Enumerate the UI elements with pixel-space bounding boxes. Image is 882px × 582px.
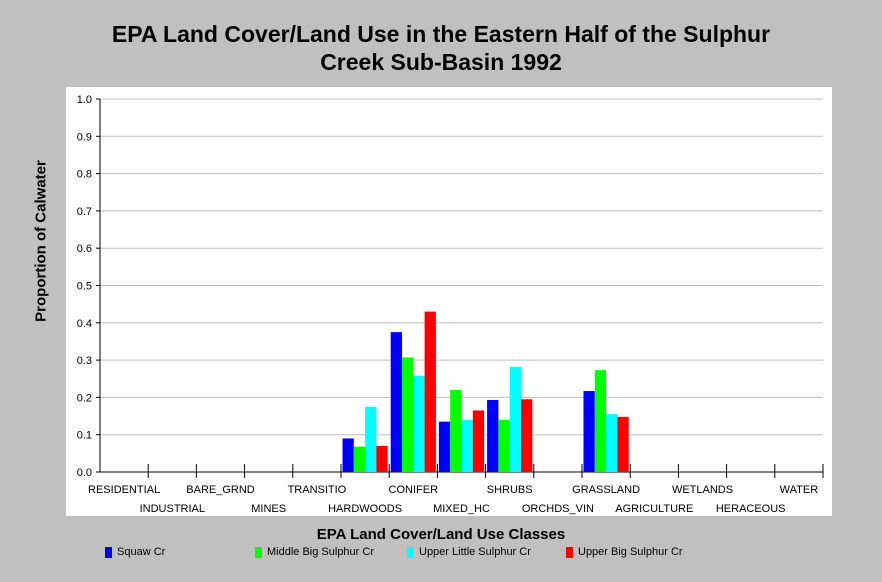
y-tick-label: 0.5	[77, 281, 92, 293]
x-tick-label: RESIDENTIAL	[88, 484, 160, 496]
chart-title-line-1: EPA Land Cover/Land Use in the Eastern H…	[111, 21, 771, 47]
bar	[509, 366, 521, 472]
y-tick-label: 0.2	[77, 392, 92, 404]
x-tick-label: GRASSLAND	[572, 484, 640, 496]
bar	[402, 357, 414, 472]
x-tick-label: MIXED_HC	[433, 503, 490, 515]
x-tick-label: AGRICULTURE	[615, 503, 693, 515]
chart-title: EPA Land Cover/Land Use in the Eastern H…	[0, 20, 882, 76]
bar	[353, 446, 366, 472]
legend-swatch	[566, 546, 573, 558]
x-tick-label: ORCHDS_VIN	[522, 503, 594, 515]
bar	[498, 419, 510, 472]
x-tick-label: HARDWOODS	[328, 503, 402, 515]
bar	[594, 370, 607, 472]
legend-swatch	[105, 546, 112, 558]
legend: Squaw Cr Middle Big Sulphur Cr Upper Littl…	[0, 546, 882, 566]
bar	[450, 389, 462, 472]
bar	[365, 406, 377, 472]
legend-label: Upper Little Sulphur Cr	[419, 546, 531, 558]
y-tick-label: 0.9	[77, 131, 92, 143]
x-tick-label: HERACEOUS	[716, 503, 786, 515]
x-axis-label: EPA Land Cover/Land Use Classes	[316, 526, 566, 543]
legend-item: Middle Big Sulphur Cr	[255, 546, 374, 558]
y-tick-label: 0.6	[77, 243, 92, 255]
legend-item: Upper Little Sulphur Cr	[407, 546, 531, 558]
bar	[438, 421, 451, 472]
x-tick-label: CONIFER	[389, 484, 439, 496]
legend-label: Squaw Cr	[117, 546, 166, 558]
bar	[487, 400, 499, 472]
bar	[472, 410, 485, 472]
x-tick-label: WATER	[780, 484, 819, 496]
bar	[390, 332, 402, 472]
bar	[521, 399, 533, 472]
chart-title-line-2: Creek Sub-Basin 1992	[320, 49, 562, 75]
y-axis-label: Proportion of Calwater	[32, 160, 50, 322]
x-tick-label: BARE_GRND	[186, 484, 255, 496]
bar	[617, 416, 629, 472]
x-tick-label: TRANSITIO	[288, 484, 347, 496]
y-tick-label: 0.4	[77, 318, 92, 330]
y-tick-label: 0.8	[77, 169, 92, 181]
y-tick-label: 1.0	[77, 94, 92, 106]
y-tick-label: 0.1	[77, 430, 92, 442]
legend-item: Squaw Cr	[105, 546, 165, 558]
x-tick-label: SHRUBS	[487, 484, 533, 496]
bar	[583, 391, 595, 472]
bar	[342, 438, 354, 472]
legend-label: Upper Big Sulphur Cr	[578, 546, 683, 558]
y-tick-label: 0.7	[77, 206, 92, 218]
bar	[424, 311, 436, 472]
legend-swatch	[255, 546, 262, 558]
x-tick-label: INDUSTRIAL	[140, 503, 205, 515]
x-tick-label: WETLANDS	[672, 484, 733, 496]
x-tick-label: MINES	[251, 503, 286, 515]
bar	[461, 419, 473, 472]
y-tick-label: 0.0	[77, 467, 92, 479]
y-tick-label: 0.3	[77, 355, 92, 367]
bar	[413, 375, 425, 472]
legend-item: Upper Big Sulphur Cr	[566, 546, 683, 558]
bar	[376, 445, 388, 472]
legend-label: Middle Big Sulphur Cr	[267, 546, 374, 558]
bar	[606, 414, 618, 472]
legend-swatch	[407, 546, 414, 558]
